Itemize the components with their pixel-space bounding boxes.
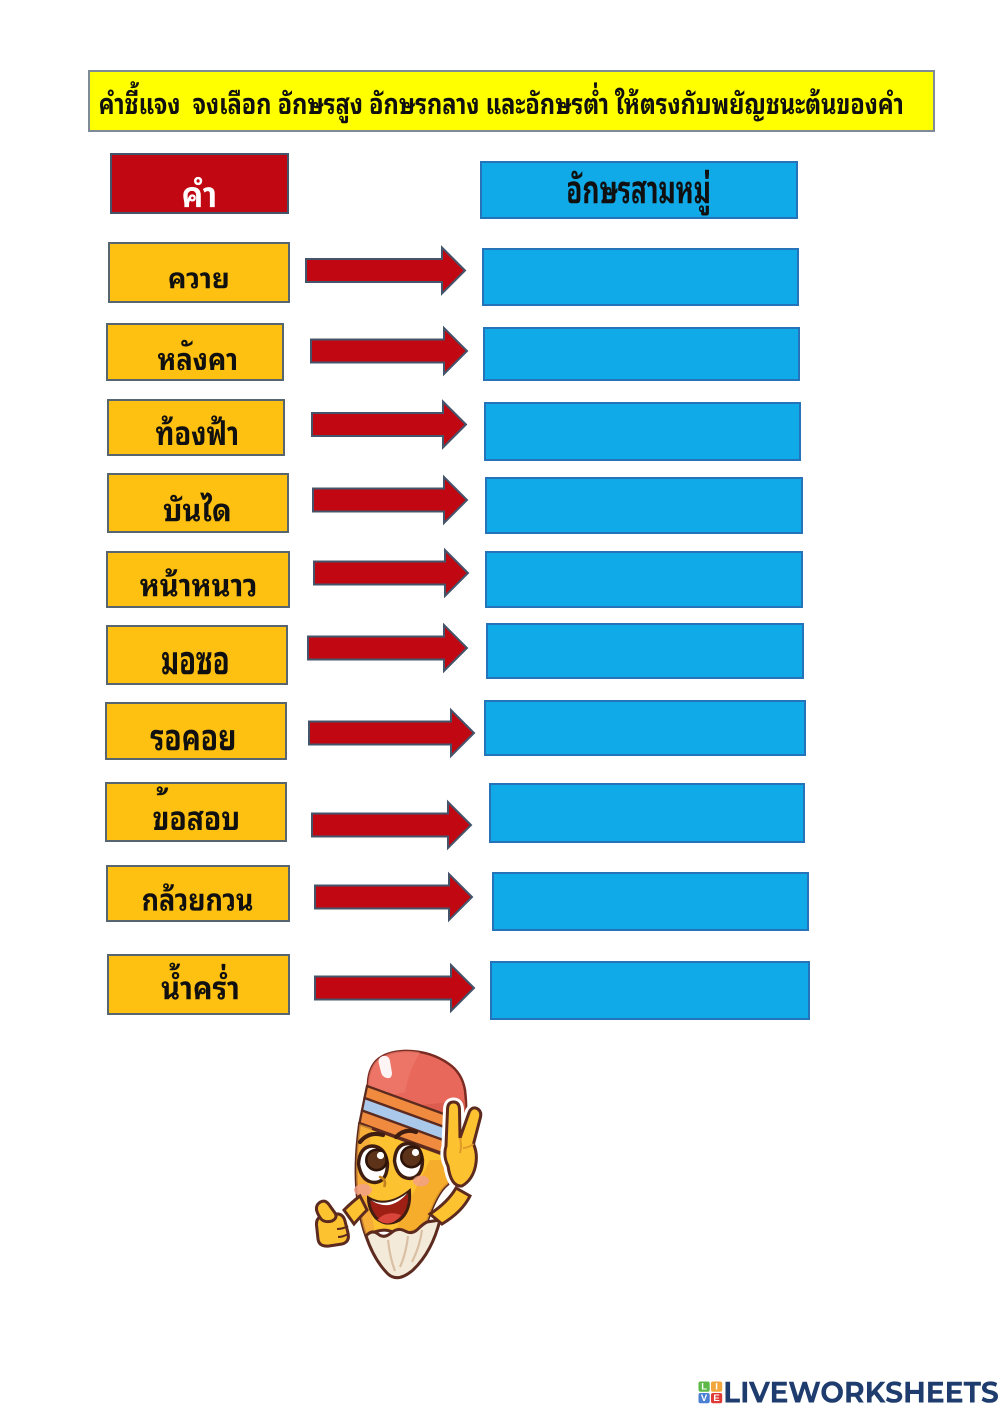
svg-text:I: I xyxy=(715,1382,718,1393)
svg-text:E: E xyxy=(713,1393,719,1404)
svg-text:L: L xyxy=(701,1382,707,1393)
svg-text:V: V xyxy=(701,1393,708,1404)
